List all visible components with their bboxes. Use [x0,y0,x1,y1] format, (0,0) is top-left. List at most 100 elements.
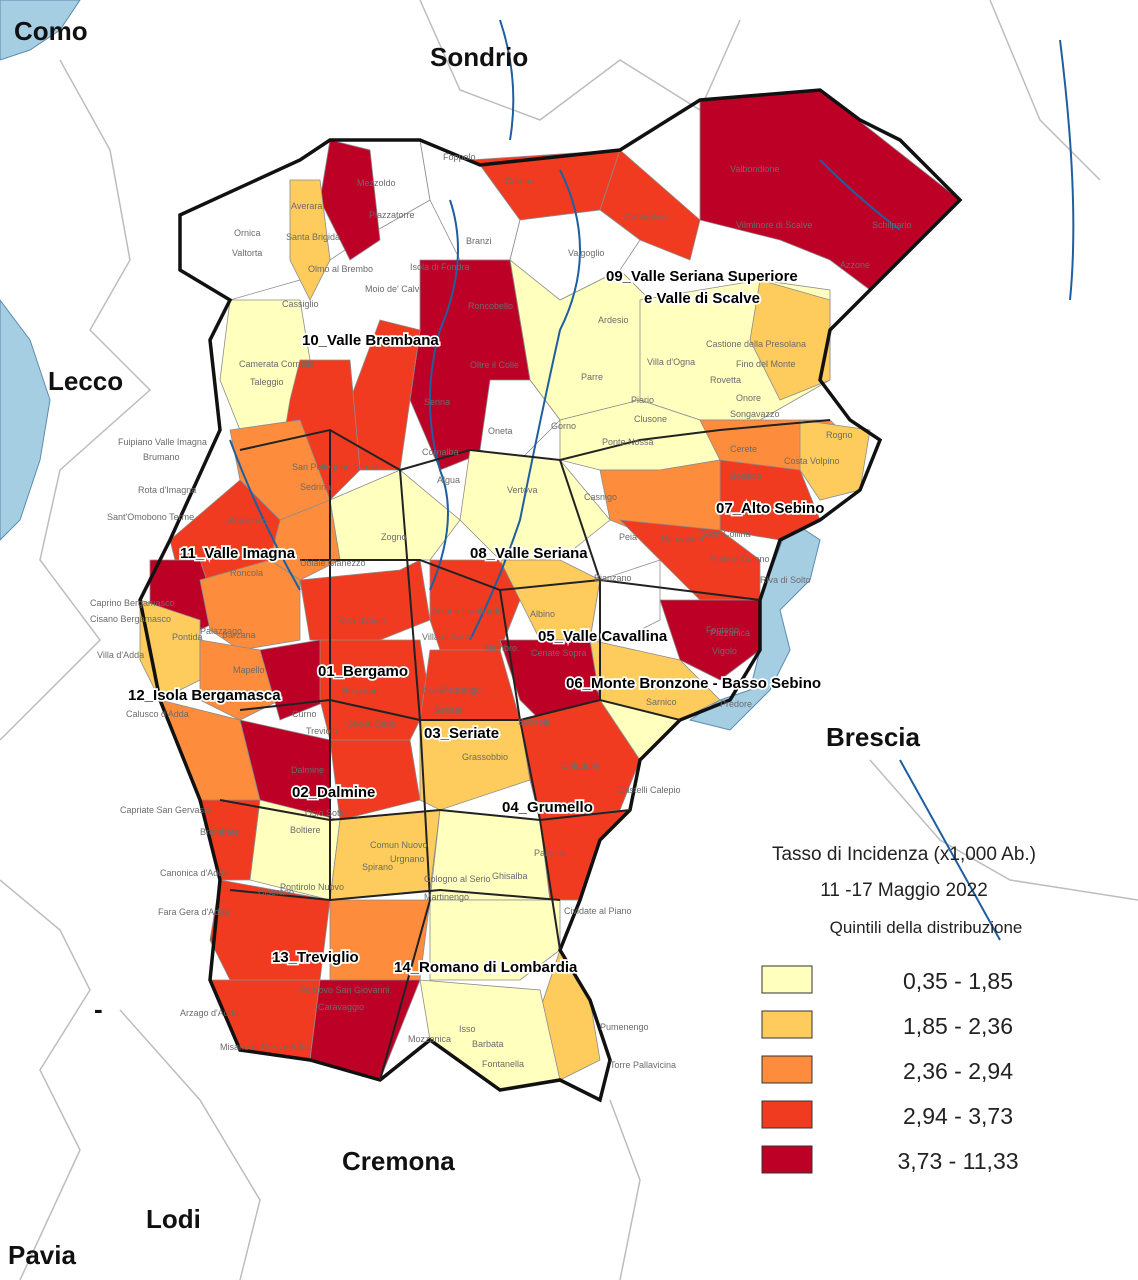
province-label-lecco: Lecco [48,366,123,396]
municipality-label: Vertova [507,485,538,495]
municipality-label: Gorle [422,686,444,696]
municipality-label: Fuipiano Valle Imagna [118,437,207,447]
municipality-label: Roncola [230,568,263,578]
municipality-zone [749,279,831,401]
municipality-label: Fino del Monte [736,359,796,369]
municipality-zone [659,599,761,681]
lakes [0,0,821,731]
legend-range-label: 2,36 - 2,94 [903,1058,1013,1084]
municipality-label: Rovetta [710,375,741,385]
municipality-label: Carona [505,176,535,186]
district-label: e Valle di Scalve [644,290,760,307]
municipality-label: Cerete [730,444,757,454]
legend-period: 11 -17 Maggio 2022 [820,880,988,901]
district-label: 05_Valle Cavallina [538,628,668,645]
district-label: 11_Valle Imagna [180,545,296,562]
municipality-label: Clusone [634,414,667,424]
municipality-zone [289,179,331,301]
municipality-label: Palosco [534,848,566,858]
municipality-label: Predore [720,699,752,709]
municipality-zone [699,89,961,291]
municipality-zone [319,139,381,261]
municipality-label: Villa d'Adda [97,650,144,660]
municipality-label: Cividate al Piano [564,906,632,916]
municipality-label: Olmo al Brembo [308,264,373,274]
municipality-label: Oltre il Colle [470,360,519,370]
municipality-label: Curno [292,709,317,719]
municipality-label: Barbata [472,1039,504,1049]
municipality-label: Rogno [826,430,853,440]
municipality-label: Roncobello [468,301,513,311]
municipality-label: Fara Gera d'Adda [158,907,229,917]
municipality-label: Bianzano [594,573,632,583]
municipality-label: Castelli Calepio [618,785,681,795]
municipality-label: Casazza [600,632,635,642]
municipality-label: Riva di Solto [760,575,811,585]
municipality-label: Vilminore di Scalve [736,220,812,230]
legend-subtitle: Quintili della distribuzione [830,918,1023,937]
municipality-label: Valtorta [232,248,262,258]
municipality-label: Valgoglio [568,248,604,258]
municipality-label: Isola di Fondra [410,262,470,272]
municipality-label: Orio al Serio [346,719,396,729]
district-labels: 01_Bergamo 02_Dalmine 03_Seriate 04_Grum… [126,266,826,978]
municipality-label: Pontirolo Nuovo [280,882,344,892]
municipality-label: Brumano [143,452,180,462]
legend-swatch [761,1100,813,1129]
municipality-label: Vigolo [712,646,737,656]
municipality-label: Parzanica [710,628,750,638]
municipality-label: Palazzago [200,626,242,636]
municipality-label: Fontanella [482,1059,524,1069]
municipality-label: Ornica [234,228,261,238]
legend-swatch [761,1010,813,1039]
municipality-label: Spirano [362,862,393,872]
legend-range-label: 1,85 - 2,36 [903,1013,1013,1039]
municipality-label: Albino [530,609,555,619]
district-label: 13_Treviglio [272,949,359,966]
lake-lecco [0,299,51,541]
district-boundaries [219,419,831,1081]
district-label: 10_Valle Brembana [302,332,439,349]
municipality-label: Serina [424,397,450,407]
municipality-label: Schilpario [872,220,912,230]
municipality-label: Villa di Serio [422,632,472,642]
municipality-label: Ubiale Clanezzo [300,558,366,568]
legend-swatch [761,1145,813,1174]
municipality-label: Ranzanico [661,534,704,544]
district-label: 08_Valle Seriana [470,545,588,562]
municipality-label: Barzana [222,630,256,640]
municipality-label: Ardesio [598,315,629,325]
municipality-labels: Foppolo Carona Valbondione Schilpario Vilmin… [90,152,912,1070]
municipality-label: Villa d'Ogna [647,357,695,367]
municipality-label: Isso [459,1024,476,1034]
legend-items: 0,35 - 1,85 1,85 - 2,36 2,36 - 2,94 2,94 - … [761,965,1019,1174]
rivers [229,19,1075,941]
municipality-label: Treviolo [306,726,338,736]
municipality-label: Caravaggio [318,1002,364,1012]
municipality-label: Algua [437,475,460,485]
municipality-label: Moio de' Calvi [365,284,421,294]
province-label-brescia: Brescia [826,722,920,752]
municipality-label: Pedrengo [442,685,481,695]
municipality-label: Piario [631,395,654,405]
municipality-label: Caprino Bergamasco [90,598,175,608]
municipality-label: Casnigo [584,492,617,502]
municipality-zone [799,419,871,501]
municipality-zone [429,899,561,981]
district-label: 04_Grumello [502,799,593,816]
municipality-label: Urgnano [390,854,425,864]
legend-swatch [761,1055,813,1084]
municipality-label: Ponte Nossa [602,437,654,447]
municipality-label: Villa d'Almè [339,616,386,626]
municipality-zones [139,89,961,1091]
municipality-label: Osio Sotto [305,808,347,818]
municipality-label: Capriate San Gervasio [120,805,211,815]
municipality-label: Fornovo San Giovanni [300,985,390,995]
district-label: 02_Dalmine [292,784,375,801]
municipality-label: Mapello [233,665,265,675]
neighbor-labels: Como Sondrio Lecco Brescia Cremona Lodi … [8,16,920,1270]
municipality-label: Gandellino [624,212,667,222]
district-label: 12_Isola Bergamasca [128,687,281,704]
